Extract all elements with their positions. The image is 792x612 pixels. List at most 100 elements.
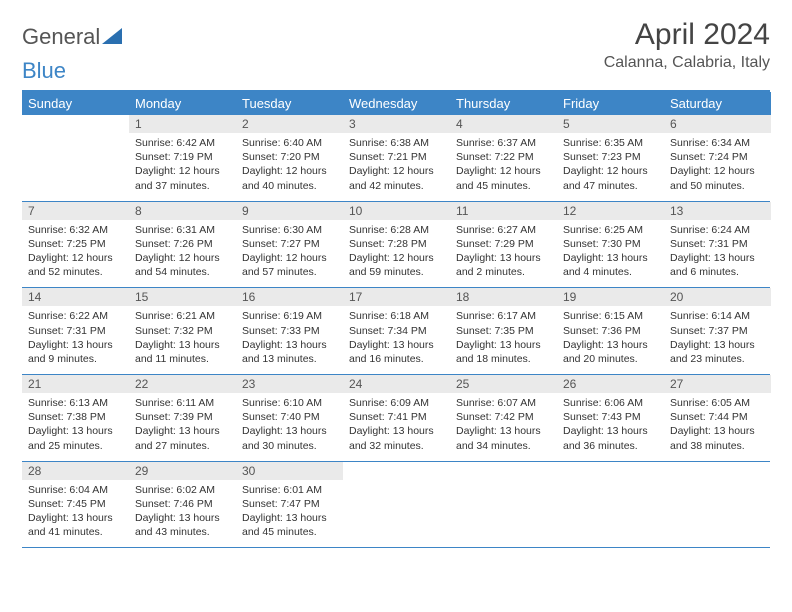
day-number: 27 xyxy=(664,375,771,393)
day-cell: 11Sunrise: 6:27 AMSunset: 7:29 PMDayligh… xyxy=(450,202,557,288)
month-title: April 2024 xyxy=(604,18,770,52)
day-info xyxy=(450,480,557,542)
day-cell: 4Sunrise: 6:37 AMSunset: 7:22 PMDaylight… xyxy=(450,115,557,201)
day-cell: 27Sunrise: 6:05 AMSunset: 7:44 PMDayligh… xyxy=(664,375,771,461)
day-number: 24 xyxy=(343,375,450,393)
day-info: Sunrise: 6:42 AMSunset: 7:19 PMDaylight:… xyxy=(129,133,236,201)
calendar: SundayMondayTuesdayWednesdayThursdayFrid… xyxy=(22,90,770,548)
day-number: 9 xyxy=(236,202,343,220)
triangle-icon xyxy=(102,24,122,50)
day-number: 3 xyxy=(343,115,450,133)
day-info xyxy=(22,133,129,195)
day-info: Sunrise: 6:01 AMSunset: 7:47 PMDaylight:… xyxy=(236,480,343,548)
day-info: Sunrise: 6:14 AMSunset: 7:37 PMDaylight:… xyxy=(664,306,771,374)
day-cell: 9Sunrise: 6:30 AMSunset: 7:27 PMDaylight… xyxy=(236,202,343,288)
day-cell: 26Sunrise: 6:06 AMSunset: 7:43 PMDayligh… xyxy=(557,375,664,461)
day-number: 30 xyxy=(236,462,343,480)
day-cell: 29Sunrise: 6:02 AMSunset: 7:46 PMDayligh… xyxy=(129,462,236,548)
weekday-header: Tuesday xyxy=(236,92,343,115)
day-number: 1 xyxy=(129,115,236,133)
day-number: 29 xyxy=(129,462,236,480)
weekday-header: Wednesday xyxy=(343,92,450,115)
day-cell: 6Sunrise: 6:34 AMSunset: 7:24 PMDaylight… xyxy=(664,115,771,201)
day-number: 4 xyxy=(450,115,557,133)
day-number: 23 xyxy=(236,375,343,393)
day-info: Sunrise: 6:04 AMSunset: 7:45 PMDaylight:… xyxy=(22,480,129,548)
day-number: 22 xyxy=(129,375,236,393)
logo-text-2: Blue xyxy=(22,58,770,84)
week-row: 1Sunrise: 6:42 AMSunset: 7:19 PMDaylight… xyxy=(22,115,770,202)
weekday-header: Thursday xyxy=(450,92,557,115)
day-number: 2 xyxy=(236,115,343,133)
weekday-header: Saturday xyxy=(664,92,771,115)
day-cell: 1Sunrise: 6:42 AMSunset: 7:19 PMDaylight… xyxy=(129,115,236,201)
day-cell: 15Sunrise: 6:21 AMSunset: 7:32 PMDayligh… xyxy=(129,288,236,374)
day-number: 11 xyxy=(450,202,557,220)
day-number: 17 xyxy=(343,288,450,306)
day-info xyxy=(557,480,664,542)
day-info: Sunrise: 6:32 AMSunset: 7:25 PMDaylight:… xyxy=(22,220,129,288)
day-info: Sunrise: 6:27 AMSunset: 7:29 PMDaylight:… xyxy=(450,220,557,288)
day-number xyxy=(557,462,664,480)
day-info: Sunrise: 6:28 AMSunset: 7:28 PMDaylight:… xyxy=(343,220,450,288)
day-cell: 23Sunrise: 6:10 AMSunset: 7:40 PMDayligh… xyxy=(236,375,343,461)
day-number: 7 xyxy=(22,202,129,220)
logo: General xyxy=(22,24,124,50)
day-info: Sunrise: 6:40 AMSunset: 7:20 PMDaylight:… xyxy=(236,133,343,201)
day-number: 14 xyxy=(22,288,129,306)
day-cell: 28Sunrise: 6:04 AMSunset: 7:45 PMDayligh… xyxy=(22,462,129,548)
day-cell: 30Sunrise: 6:01 AMSunset: 7:47 PMDayligh… xyxy=(236,462,343,548)
day-number: 19 xyxy=(557,288,664,306)
day-cell: 21Sunrise: 6:13 AMSunset: 7:38 PMDayligh… xyxy=(22,375,129,461)
logo-text-1: General xyxy=(22,24,100,50)
weekday-header: Sunday xyxy=(22,92,129,115)
day-cell: 19Sunrise: 6:15 AMSunset: 7:36 PMDayligh… xyxy=(557,288,664,374)
day-info: Sunrise: 6:07 AMSunset: 7:42 PMDaylight:… xyxy=(450,393,557,461)
day-cell: 10Sunrise: 6:28 AMSunset: 7:28 PMDayligh… xyxy=(343,202,450,288)
day-info: Sunrise: 6:15 AMSunset: 7:36 PMDaylight:… xyxy=(557,306,664,374)
day-info: Sunrise: 6:02 AMSunset: 7:46 PMDaylight:… xyxy=(129,480,236,548)
day-info: Sunrise: 6:35 AMSunset: 7:23 PMDaylight:… xyxy=(557,133,664,201)
day-number xyxy=(664,462,771,480)
week-row: 21Sunrise: 6:13 AMSunset: 7:38 PMDayligh… xyxy=(22,375,770,462)
day-number: 15 xyxy=(129,288,236,306)
day-info: Sunrise: 6:18 AMSunset: 7:34 PMDaylight:… xyxy=(343,306,450,374)
day-cell xyxy=(343,462,450,548)
week-row: 28Sunrise: 6:04 AMSunset: 7:45 PMDayligh… xyxy=(22,462,770,549)
day-number: 20 xyxy=(664,288,771,306)
week-row: 7Sunrise: 6:32 AMSunset: 7:25 PMDaylight… xyxy=(22,202,770,289)
day-cell: 18Sunrise: 6:17 AMSunset: 7:35 PMDayligh… xyxy=(450,288,557,374)
day-number xyxy=(22,115,129,133)
day-cell xyxy=(450,462,557,548)
day-info: Sunrise: 6:37 AMSunset: 7:22 PMDaylight:… xyxy=(450,133,557,201)
day-number: 8 xyxy=(129,202,236,220)
day-info: Sunrise: 6:17 AMSunset: 7:35 PMDaylight:… xyxy=(450,306,557,374)
day-cell xyxy=(664,462,771,548)
day-cell: 2Sunrise: 6:40 AMSunset: 7:20 PMDaylight… xyxy=(236,115,343,201)
day-cell: 24Sunrise: 6:09 AMSunset: 7:41 PMDayligh… xyxy=(343,375,450,461)
day-cell xyxy=(22,115,129,201)
day-cell xyxy=(557,462,664,548)
day-number: 16 xyxy=(236,288,343,306)
day-cell: 12Sunrise: 6:25 AMSunset: 7:30 PMDayligh… xyxy=(557,202,664,288)
day-number: 10 xyxy=(343,202,450,220)
day-cell: 8Sunrise: 6:31 AMSunset: 7:26 PMDaylight… xyxy=(129,202,236,288)
day-info: Sunrise: 6:25 AMSunset: 7:30 PMDaylight:… xyxy=(557,220,664,288)
day-number xyxy=(450,462,557,480)
day-info: Sunrise: 6:22 AMSunset: 7:31 PMDaylight:… xyxy=(22,306,129,374)
day-cell: 16Sunrise: 6:19 AMSunset: 7:33 PMDayligh… xyxy=(236,288,343,374)
day-info: Sunrise: 6:11 AMSunset: 7:39 PMDaylight:… xyxy=(129,393,236,461)
day-number: 25 xyxy=(450,375,557,393)
day-number: 13 xyxy=(664,202,771,220)
day-number: 28 xyxy=(22,462,129,480)
day-info: Sunrise: 6:38 AMSunset: 7:21 PMDaylight:… xyxy=(343,133,450,201)
day-info: Sunrise: 6:21 AMSunset: 7:32 PMDaylight:… xyxy=(129,306,236,374)
weekday-header: Monday xyxy=(129,92,236,115)
day-info: Sunrise: 6:30 AMSunset: 7:27 PMDaylight:… xyxy=(236,220,343,288)
day-info: Sunrise: 6:05 AMSunset: 7:44 PMDaylight:… xyxy=(664,393,771,461)
day-info: Sunrise: 6:34 AMSunset: 7:24 PMDaylight:… xyxy=(664,133,771,201)
day-cell: 7Sunrise: 6:32 AMSunset: 7:25 PMDaylight… xyxy=(22,202,129,288)
day-info: Sunrise: 6:06 AMSunset: 7:43 PMDaylight:… xyxy=(557,393,664,461)
day-cell: 20Sunrise: 6:14 AMSunset: 7:37 PMDayligh… xyxy=(664,288,771,374)
day-number: 21 xyxy=(22,375,129,393)
